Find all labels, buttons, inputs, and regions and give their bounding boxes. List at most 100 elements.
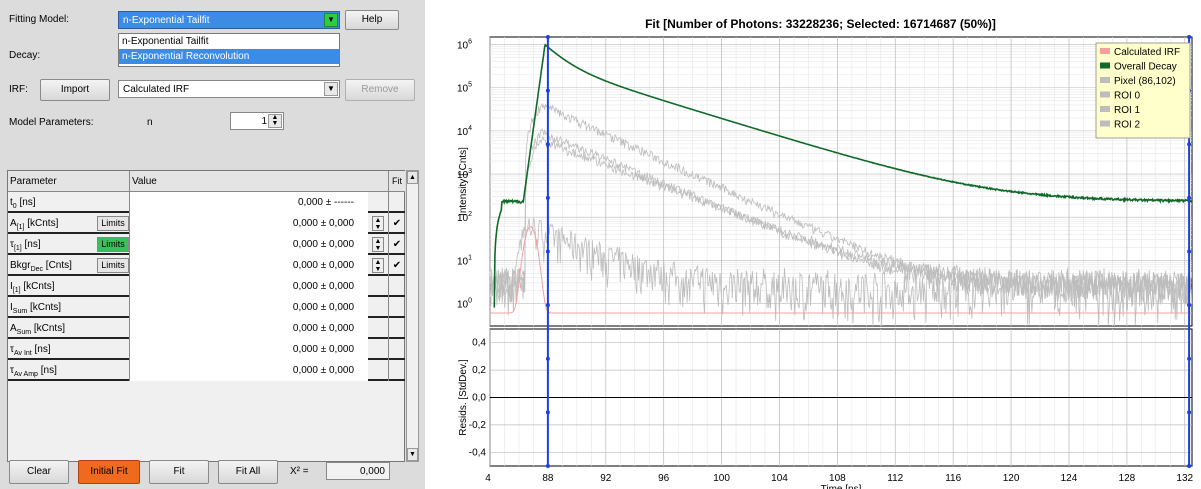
series-overall-decay [493, 43, 1193, 308]
x-tick-label: 108 [829, 473, 846, 484]
parameter-value: 0,000 ± 0,000 [130, 297, 368, 318]
scroll-up-icon[interactable]: ▲ [407, 171, 418, 184]
parameter-value: 0,000 ± 0,000 [130, 276, 368, 297]
dropdown-option[interactable]: n-Exponential Tailfit [122, 36, 209, 47]
param-symbol: τ [10, 365, 14, 376]
cursor-handle [545, 410, 550, 415]
param-subscript: Sum [16, 329, 32, 336]
y-tick-label: 101 [457, 254, 472, 267]
help-button[interactable]: Help [345, 10, 399, 30]
table-row: I[1] [kCnts] 0,000 ± 0,000 [8, 276, 405, 297]
parameter-value[interactable]: 0,000 ± 0,000 [130, 213, 368, 234]
param-subscript: 0 [12, 203, 17, 210]
value-stepper-icon[interactable]: ▲ ▼ [372, 216, 384, 231]
parameter-name: τAv Int [ns] [8, 339, 130, 360]
fit-checkbox[interactable] [388, 192, 405, 213]
param-unit: [ns] [31, 344, 51, 355]
parameter-name: I[1] [kCnts] [8, 276, 130, 297]
fit-checkbox[interactable] [388, 339, 405, 360]
param-subscript: [1] [16, 224, 25, 231]
fit-checkbox[interactable]: ✔ [388, 213, 405, 234]
parameter-name: τ[1] [ns] [8, 234, 130, 255]
limits-button[interactable]: Limits [97, 237, 129, 252]
x-tick-label: 88 [542, 473, 554, 484]
table-row: A[1] [kCnts] Limits 0,000 ± 0,000 ▲ ▼ ✔ [8, 213, 405, 234]
legend [1095, 42, 1191, 139]
param-subscript: [1] [13, 245, 22, 252]
parameter-value: 0,000 ± 0,000 [130, 360, 368, 381]
y-tick-label: 105 [457, 82, 472, 95]
import-button[interactable]: Import [40, 79, 110, 101]
chevron-down-icon[interactable]: ▼ [324, 82, 338, 96]
table-row: ISum [kCnts] 0,000 ± 0,000 [8, 297, 405, 318]
fit-button[interactable]: Fit [149, 460, 209, 484]
remove-button[interactable]: Remove [345, 79, 415, 101]
clear-button[interactable]: Clear [9, 460, 69, 484]
limits-button[interactable]: Limits [97, 216, 129, 231]
param-subscript: Dec [30, 266, 44, 273]
irf-select[interactable]: Calculated IRF ▼ [118, 80, 340, 98]
y-tick-label: 104 [457, 125, 472, 138]
table-scrollbar[interactable]: ▲ ▼ [406, 170, 419, 462]
n-stepper[interactable]: 1 ▲ ▼ [230, 112, 284, 130]
param-symbol: t [10, 197, 13, 208]
parameter-name: t0 [ns] [8, 192, 130, 213]
parameter-value[interactable]: 0,000 ± 0,000 [130, 234, 368, 255]
x-tick-label: 128 [1119, 473, 1136, 484]
param-symbol: A [10, 218, 17, 229]
table-row: BkgrDec [Cnts] Limits 0,000 ± 0,000 ▲ ▼ ✔ [8, 255, 405, 276]
param-symbol: Bkgr [10, 260, 31, 271]
cursor-handle [1187, 464, 1192, 468]
legend-entry: ROI 2 [1114, 120, 1141, 131]
value-stepper-icon[interactable]: ▲ ▼ [372, 258, 384, 273]
chi-square-value: 0,000 [326, 462, 390, 480]
fit-all-button[interactable]: Fit All [218, 460, 278, 484]
param-unit: [Cnts] [43, 260, 72, 271]
fit-checkbox[interactable] [388, 276, 405, 297]
scroll-down-icon[interactable]: ▼ [407, 448, 418, 461]
header-fit: Fit [388, 171, 405, 192]
initial-fit-button[interactable]: Initial Fit [78, 460, 140, 484]
table-row: τ[1] [ns] Limits 0,000 ± 0,000 ▲ ▼ ✔ [8, 234, 405, 255]
stepper-arrows-icon[interactable]: ▲ ▼ [268, 114, 282, 128]
irf-label: IRF: [9, 84, 28, 95]
parameter-value[interactable]: 0,000 ± 0,000 [130, 255, 368, 276]
parameter-value: 0,000 ± 0,000 [130, 339, 368, 360]
fit-checkbox[interactable] [388, 318, 405, 339]
chevron-down-icon[interactable]: ▼ [324, 13, 338, 27]
series-roi [489, 103, 1193, 305]
model-parameters-label: Model Parameters: [9, 117, 94, 128]
fit-checkbox[interactable]: ✔ [388, 255, 405, 276]
table-row: t0 [ns] 0,000 ± ------ [8, 192, 405, 213]
table-row: ASum [kCnts] 0,000 ± 0,000 [8, 318, 405, 339]
param-subscript: Sum [12, 308, 28, 315]
dropdown-option-selected[interactable]: n-Exponential Reconvolution [119, 49, 339, 64]
header-value: Value [132, 176, 157, 187]
fit-checkbox[interactable] [388, 360, 405, 381]
legend-entry: ROI 1 [1114, 105, 1141, 116]
cursor-handle [545, 142, 550, 147]
value-stepper-icon[interactable]: ▲ ▼ [372, 237, 384, 252]
legend-entry: Calculated IRF [1114, 47, 1180, 58]
fitting-model-select[interactable]: n-Exponential Tailfit ▼ [118, 11, 340, 29]
limits-button[interactable]: Limits [97, 258, 129, 273]
legend-entry: Pixel (86,102) [1114, 76, 1176, 87]
cursor-handle [545, 249, 550, 254]
irf-value: Calculated IRF [123, 84, 190, 95]
param-unit: [ns] [21, 239, 41, 250]
x-tick-label: 132 [1176, 473, 1193, 484]
cursor-handle [1187, 410, 1192, 415]
parameter-name: ISum [kCnts] [8, 297, 130, 318]
legend-entry: ROI 0 [1114, 91, 1141, 102]
series-roi [489, 135, 1193, 312]
cursor-handle [1187, 303, 1192, 308]
fit-checkbox[interactable] [388, 297, 405, 318]
resid-tick-label: 0,2 [472, 365, 486, 376]
fitting-model-dropdown: n-Exponential Tailfit n-Exponential Reco… [118, 33, 340, 67]
y-tick-label: 106 [457, 39, 472, 52]
x-tick-label: 100 [713, 473, 730, 484]
resid-tick-label: 0,0 [472, 393, 486, 404]
fit-checkbox[interactable]: ✔ [388, 234, 405, 255]
parameter-value: 0,000 ± 0,000 [130, 318, 368, 339]
cursor-handle [1187, 142, 1192, 147]
